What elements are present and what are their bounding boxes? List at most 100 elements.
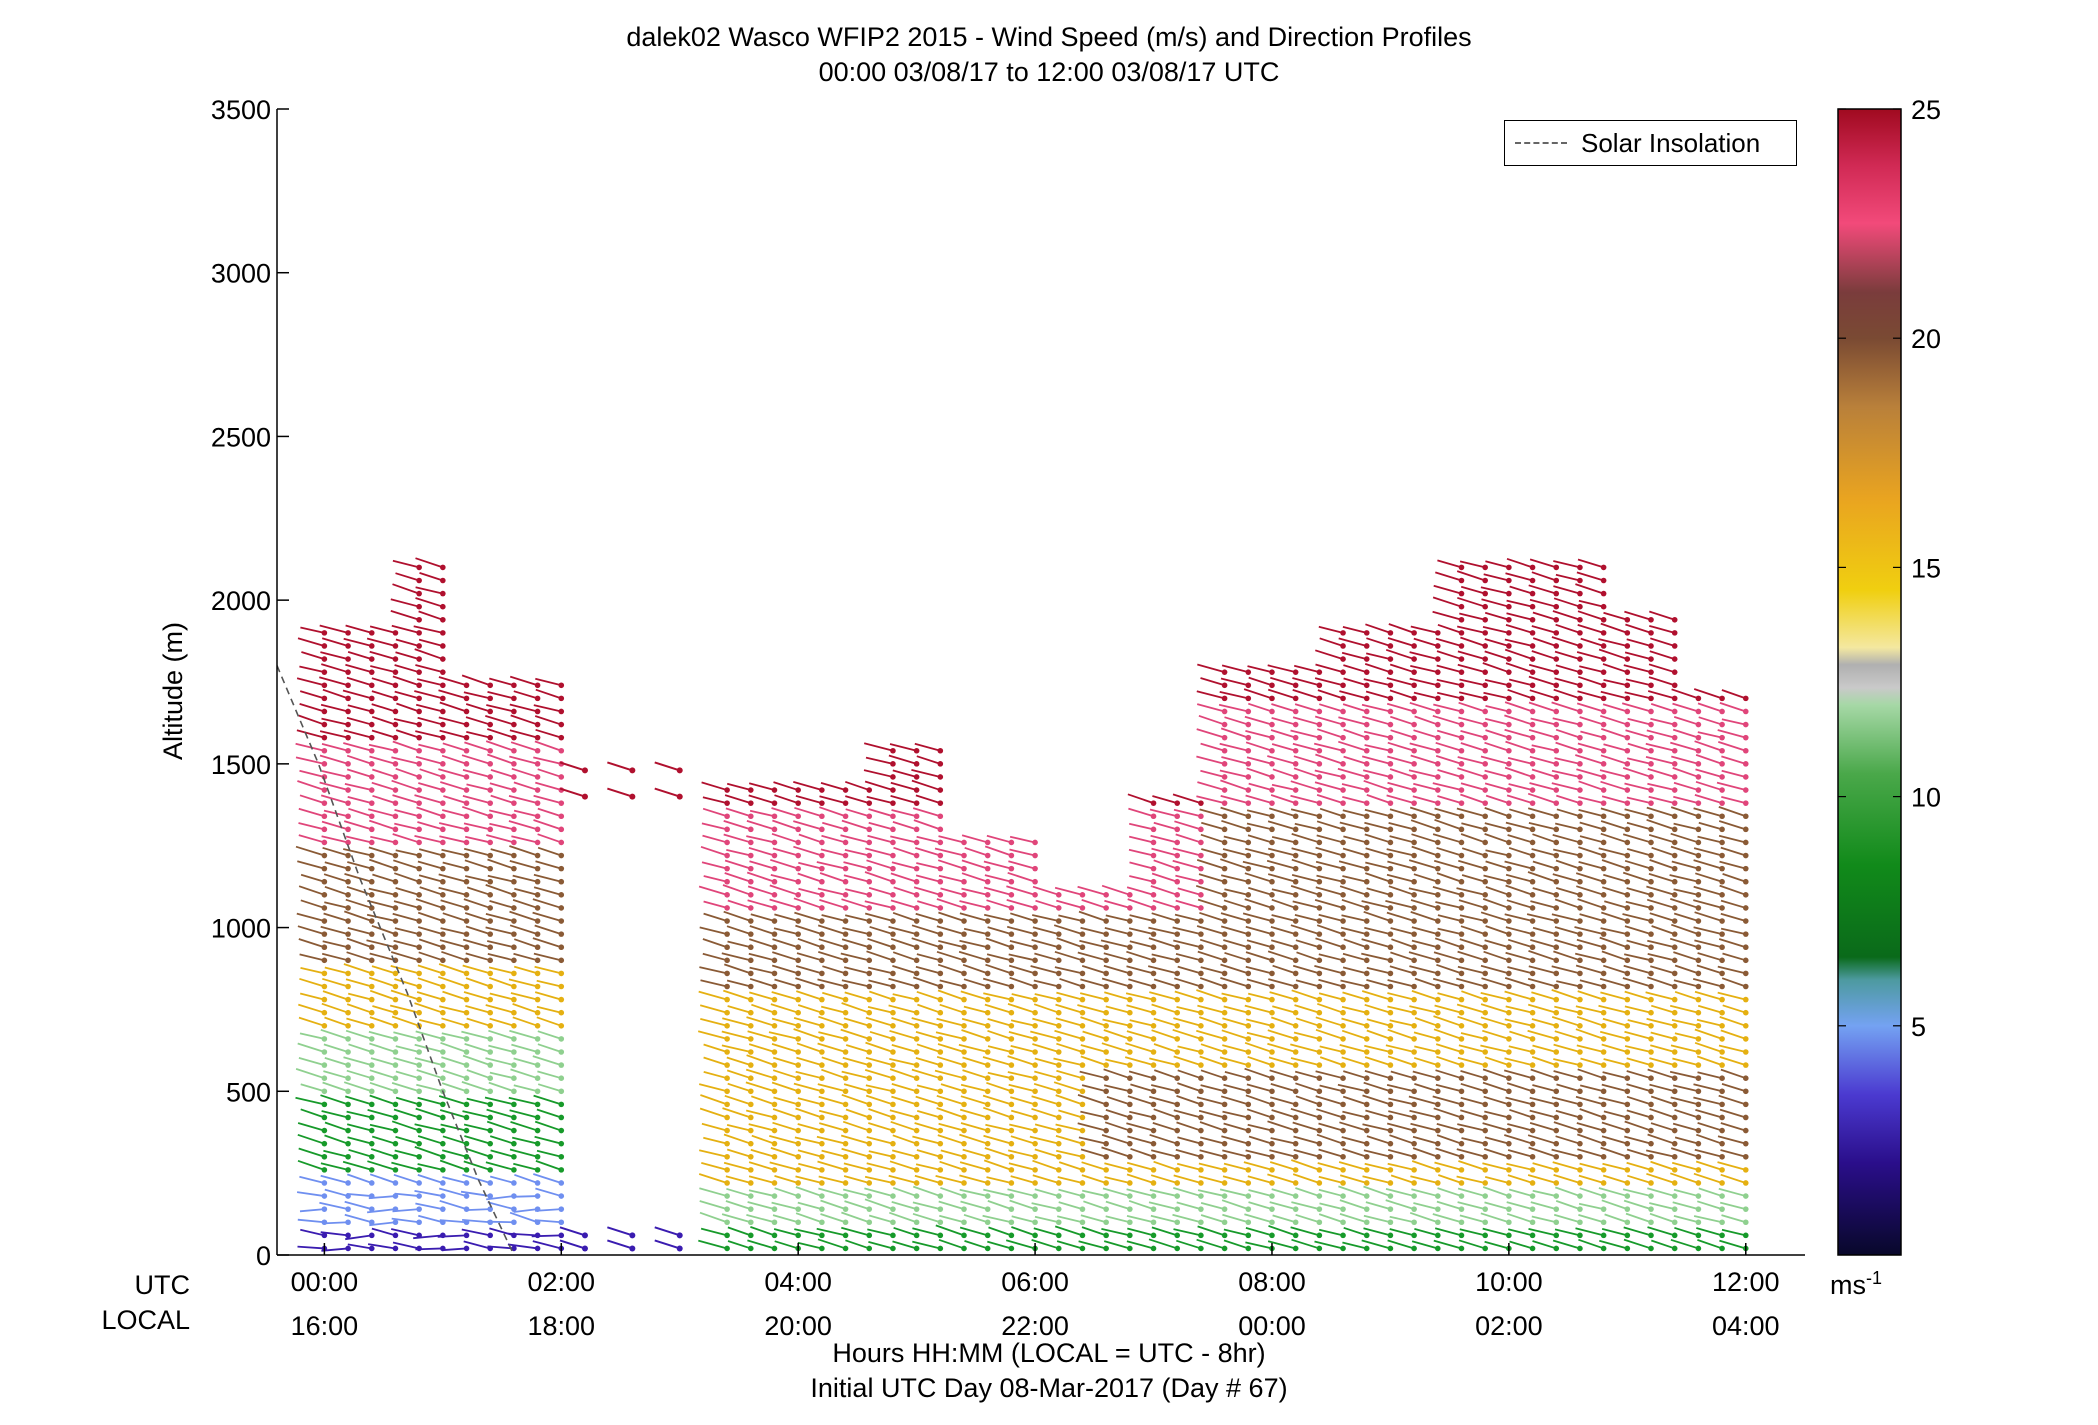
wind-barb [1555,859,1581,870]
wind-barb [369,1042,396,1053]
wind-barb [1365,872,1391,883]
wind-barb-dot [913,839,920,846]
wind-barb-dot [1577,865,1583,872]
wind-barb-dot [1340,1206,1346,1212]
wind-barb-dot [1127,1023,1133,1029]
wind-barb [439,729,467,739]
wind-barb-dot [368,1009,375,1016]
wind-barb-dot [1458,957,1465,964]
wind-barb [487,691,515,700]
wind-barb-dot [724,1101,730,1108]
wind-barb [1650,703,1675,713]
wind-barb [1509,1240,1533,1250]
wind-barb [749,809,775,818]
wind-barb-dot [771,1206,778,1212]
wind-barb [1553,688,1581,700]
wind-barb [509,924,538,935]
wind-barb [417,821,444,831]
wind-barb [513,690,538,700]
plot-area [277,109,1805,1255]
wind-barb [1318,992,1344,1001]
wind-barb-dot [1624,1114,1631,1121]
wind-barb [1054,1225,1083,1237]
wind-barb-dot [1008,865,1015,872]
wind-barb [343,729,372,739]
wind-barb [509,1211,538,1224]
wind-barb-dot [1363,1088,1370,1095]
wind-barb-dot [1458,1167,1465,1173]
wind-barb [1482,626,1510,634]
wind-barb [440,927,467,935]
wind-barb-dot [392,1062,399,1068]
wind-barb-dot [771,1153,778,1160]
wind-barb-dot [440,590,446,597]
wind-barb [395,1096,420,1106]
wind-barb [1624,1120,1652,1132]
wind-barb-dot [771,1023,778,1029]
wind-barb-dot [1671,761,1678,767]
wind-barb-dot [1435,1140,1441,1147]
wind-barb [1437,927,1462,935]
wind-barb [438,873,467,883]
wind-barb-dot [1529,1009,1536,1016]
wind-barb-dot [1316,1232,1323,1239]
wind-barb-dot [724,944,730,951]
wind-barb [816,1135,846,1145]
wind-barb [1577,624,1604,634]
wind-barb [1720,846,1747,857]
wind-barb-dot [1506,564,1512,571]
wind-barb-dot [1695,970,1702,977]
wind-barb [297,1133,325,1145]
wind-barb [1247,1123,1273,1132]
wind-barb [1599,769,1628,778]
wind-barb [532,898,562,909]
wind-barb-dot [1671,643,1678,649]
wind-barb [1578,861,1604,870]
wind-barb-dot [1363,996,1370,1003]
wind-barb [937,859,965,870]
wind-barb [466,1017,491,1027]
wind-barb [346,1003,373,1014]
wind-barb [439,1159,467,1171]
wind-barb-dot [1411,1153,1417,1160]
wind-barb-dot [984,892,991,898]
wind-barb-dot [1506,761,1512,767]
wind-barb-dot [1458,1075,1465,1081]
wind-barb [938,1200,965,1211]
wind-barb-dot [463,878,470,885]
wind-barb-dot [1577,1180,1583,1186]
wind-barb-dot [771,1193,778,1199]
wind-barb-dot [1103,905,1109,911]
wind-barb [1290,1043,1320,1053]
wind-barb-dot [1648,787,1654,793]
wind-barb-dot [1387,656,1394,662]
wind-barb-dot [913,761,920,767]
wind-barb [1552,834,1581,844]
wind-barb-dot [1363,892,1370,898]
wind-barb [1034,1070,1060,1080]
wind-barb [1104,1176,1131,1184]
wind-barb [1364,1162,1391,1171]
wind-barb [1627,1174,1652,1184]
wind-barb-dot [463,905,470,911]
wind-barb [1555,1109,1581,1119]
wind-barb [747,1239,775,1250]
wind-barb-dot [1103,892,1109,898]
wind-barb-dot [1340,1049,1346,1055]
wind-barb [1008,860,1036,870]
wind-barb [533,886,562,896]
wind-barb [1271,783,1296,791]
wind-barb [959,1161,988,1171]
wind-barb-dot [1363,787,1370,793]
wind-barb [1575,1227,1604,1237]
wind-barb [1390,927,1415,935]
wind-barb-dot [724,1193,730,1199]
wind-barb [1413,873,1439,883]
wind-barb [415,898,444,909]
wind-barb-dot [1695,1075,1702,1081]
wind-barb [1484,611,1510,621]
wind-barb-dot [1553,1088,1560,1095]
wind-barb-dot [1079,1088,1086,1095]
wind-barb [418,874,444,883]
wind-barb [321,952,349,962]
